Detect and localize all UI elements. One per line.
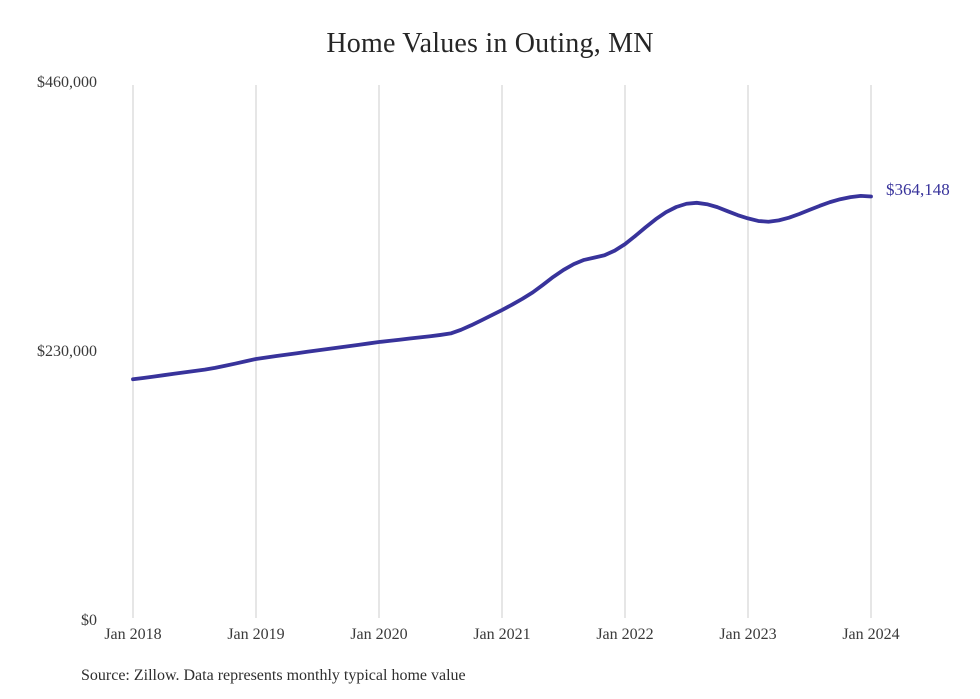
x-axis-tick-jan-2024: Jan 2024 — [842, 626, 900, 643]
x-axis-tick-jan-2018: Jan 2018 — [104, 626, 162, 643]
source-note: Source: Zillow. Data represents monthly … — [81, 667, 466, 684]
y-axis-tick-230000: $230,000 — [37, 343, 97, 360]
chart-title: Home Values in Outing, MN — [326, 28, 654, 59]
last-value-label: $364,148 — [886, 180, 950, 199]
x-axis-tick-jan-2020: Jan 2020 — [350, 626, 408, 643]
x-axis-tick-jan-2019: Jan 2019 — [227, 626, 285, 643]
x-axis-tick-jan-2023: Jan 2023 — [719, 626, 777, 643]
home-value-line — [131, 193, 873, 382]
x-axis-tick-jan-2022: Jan 2022 — [596, 626, 654, 643]
x-axis-tick-jan-2021: Jan 2021 — [473, 626, 531, 643]
y-axis-tick-460000: $460,000 — [37, 74, 97, 91]
y-axis-tick-0: $0 — [81, 612, 97, 629]
